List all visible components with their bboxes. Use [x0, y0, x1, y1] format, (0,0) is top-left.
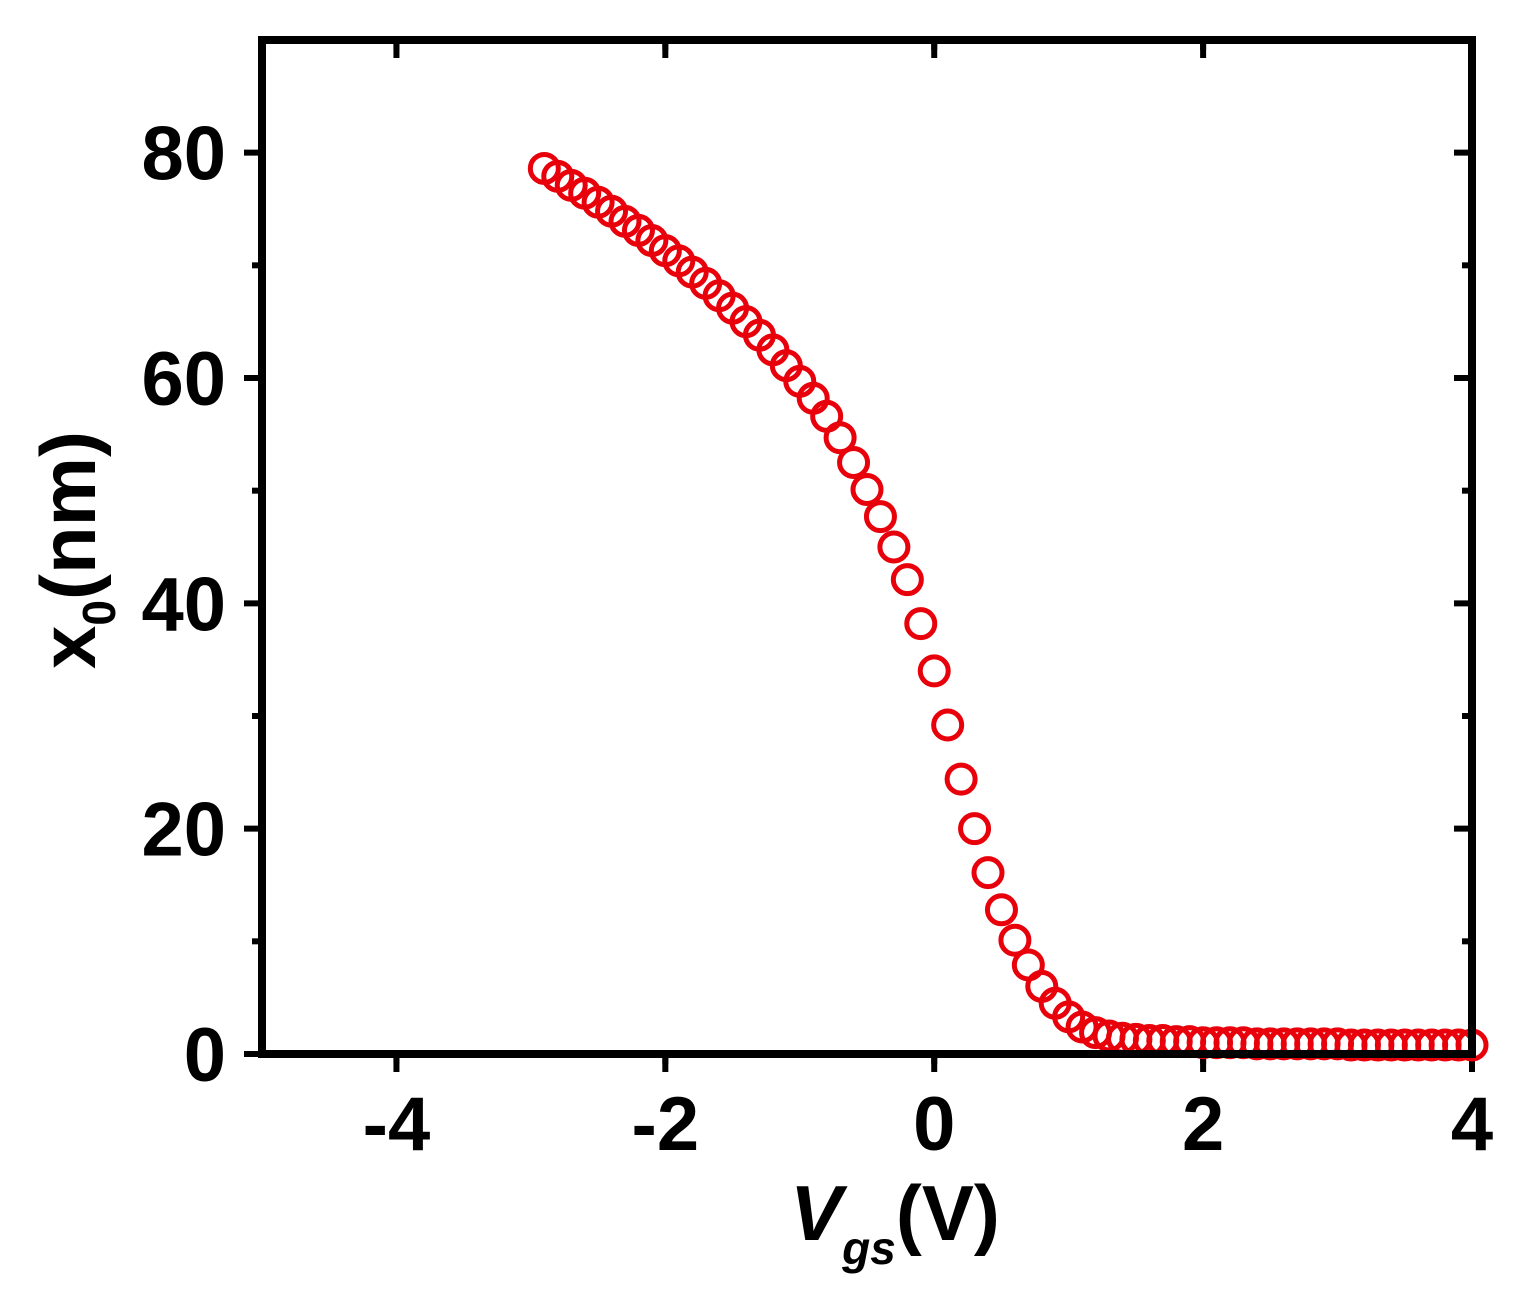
y-axis-label-sub: 0 [73, 600, 125, 626]
x-axis-label-main: V [790, 1169, 848, 1257]
data-point [984, 893, 1018, 927]
data-point [971, 856, 1005, 890]
y-tick-label: 60 [141, 337, 226, 422]
data-point [944, 762, 978, 796]
data-point [958, 812, 992, 846]
y-tick-label: 40 [141, 562, 226, 647]
data-point [904, 607, 938, 641]
data-point [823, 421, 857, 455]
data-point [998, 923, 1032, 957]
x-tick-label: 0 [913, 1082, 955, 1167]
data-points [527, 151, 1489, 1062]
data-point [917, 654, 951, 688]
x-tick-label: 2 [1182, 1082, 1224, 1167]
y-axis-label-unit: (nm) [24, 431, 112, 600]
y-tick-label: 0 [184, 1013, 226, 1098]
x-axis-label-sub: gs [841, 1222, 896, 1274]
x-tick-label: -4 [363, 1082, 431, 1167]
x-tick-label: -2 [632, 1082, 700, 1167]
x-axis-label-unit: (V) [896, 1169, 1000, 1257]
data-point [837, 446, 871, 479]
axis-ticks [244, 40, 1475, 1072]
plot-frame [258, 36, 1476, 1058]
data-point [890, 563, 924, 597]
data-point [863, 500, 897, 534]
data-point [877, 530, 911, 564]
y-axis-label: x0(nm) [24, 431, 125, 669]
y-tick-label: 80 [141, 112, 226, 197]
data-point [931, 708, 965, 742]
x-axis-label: Vgs(V) [790, 1169, 1000, 1274]
x-tick-label: 4 [1451, 1082, 1493, 1167]
y-axis-label-main: x [24, 626, 112, 669]
y-tick-label: 20 [141, 788, 226, 873]
data-point [850, 473, 884, 507]
